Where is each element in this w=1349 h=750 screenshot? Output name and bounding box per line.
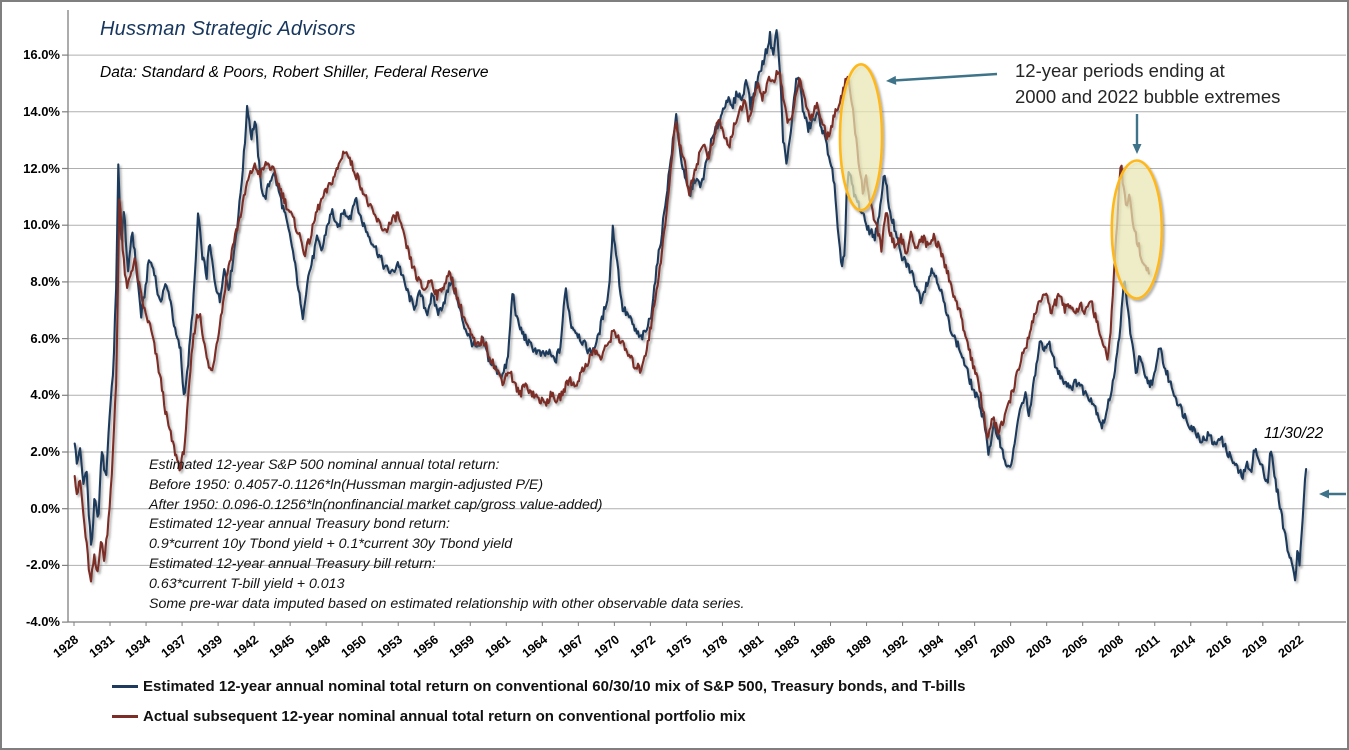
arrow-to-2022-ellipse-head [1132, 144, 1142, 154]
formula-line: Estimated 12-year annual Treasury bond r… [149, 516, 450, 533]
legend-line-swatch-navy [112, 685, 138, 688]
page-title: Hussman Strategic Advisors [100, 18, 356, 40]
annotation-arrows [886, 72, 1346, 499]
y-axis-label: -2.0% [26, 557, 60, 573]
highlight-ellipses [838, 63, 1164, 300]
data-source-note: Data: Standard & Poors, Robert Shiller, … [100, 64, 489, 81]
y-axis-label: 6.0% [30, 330, 60, 346]
legend-item-estimated: Estimated 12-year annual nominal total r… [112, 676, 965, 697]
bubble-note-line: 2000 and 2022 bubble extremes [1015, 85, 1281, 107]
y-axis-label: 4.0% [30, 387, 60, 403]
bubble-note-line: 12-year periods ending at [1015, 60, 1225, 81]
arrow-to-latest-point-head [1319, 489, 1329, 499]
highlight-ellipse [1110, 159, 1164, 300]
formula-line: Before 1950: 0.4057-0.1126*ln(Hussman ma… [149, 476, 544, 493]
legend: Estimated 12-year annual nominal total r… [112, 676, 965, 736]
highlight-ellipse [838, 63, 884, 212]
bubble-extremes-annotation: 12-year periods ending at 2000 and 2022 … [1015, 58, 1280, 109]
axes [62, 10, 1346, 626]
y-axis-label: 8.0% [30, 273, 60, 289]
legend-item-actual: Actual subsequent 12-year nominal annual… [112, 706, 965, 727]
formula-line: 0.63*current T-bill yield + 0.013 [149, 575, 345, 592]
formula-line: Some pre-war data imputed based on estim… [149, 595, 745, 612]
y-axis-label: 0.0% [30, 500, 60, 516]
y-axis-label: -4.0% [26, 614, 60, 630]
y-axis-label: 10.0% [23, 217, 60, 233]
formula-line: Estimated 12-year annual Treasury bill r… [149, 555, 436, 572]
data-series [73, 29, 1308, 583]
legend-label-estimated: Estimated 12-year annual nominal total r… [143, 678, 966, 695]
legend-line-swatch-red [112, 715, 138, 718]
legend-label-actual: Actual subsequent 12-year nominal annual… [143, 708, 746, 725]
formula-line: After 1950: 0.096-0.1256*ln(nonfinancial… [149, 496, 603, 513]
series-line-estimated [73, 29, 1308, 582]
arrow-to-2000-ellipse-shaft [895, 72, 998, 82]
y-axis-label: 2.0% [30, 444, 60, 459]
formula-line: 0.9*current 10y Tbond yield + 0.1*curren… [149, 536, 513, 553]
y-axis-label: 16.0% [23, 47, 60, 63]
gridlines [68, 54, 1346, 566]
series-line-actual [73, 69, 1150, 583]
y-axis-label: 14.0% [23, 103, 60, 119]
methodology-note: Estimated 12-year S&P 500 nominal annual… [149, 456, 744, 614]
formula-line: Estimated 12-year S&P 500 nominal annual… [149, 457, 500, 473]
arrow-to-2000-ellipse-head [886, 75, 897, 85]
y-axis-label: 12.0% [23, 160, 60, 176]
latest-date-label: 11/30/22 [1264, 425, 1324, 442]
